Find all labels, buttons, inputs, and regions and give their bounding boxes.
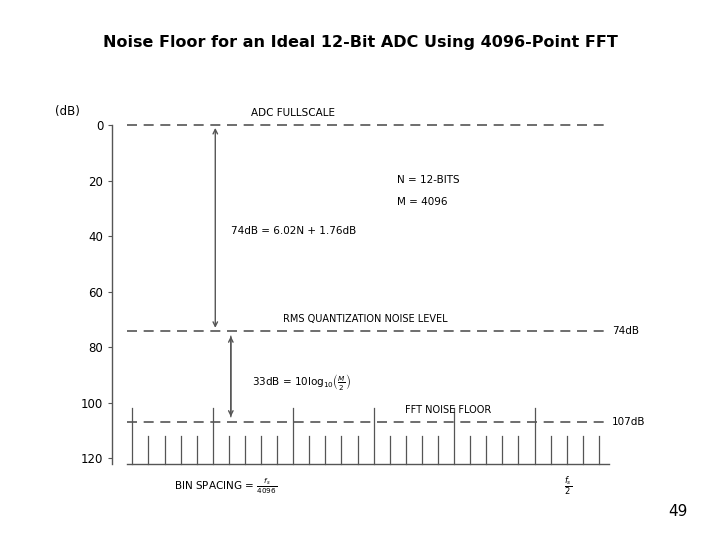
Text: 74dB: 74dB [612, 326, 639, 336]
Text: M = 4096: M = 4096 [397, 197, 447, 207]
Text: FFT NOISE FLOOR: FFT NOISE FLOOR [405, 406, 492, 415]
Text: 49: 49 [668, 504, 688, 519]
Text: 107dB: 107dB [612, 417, 645, 427]
Text: 33dB = 10log$_{10}$$\left(\frac{M}{2}\right)$: 33dB = 10log$_{10}$$\left(\frac{M}{2}\ri… [251, 372, 351, 392]
Text: ADC FULLSCALE: ADC FULLSCALE [251, 108, 335, 118]
Text: RMS QUANTIZATION NOISE LEVEL: RMS QUANTIZATION NOISE LEVEL [283, 314, 448, 323]
Text: BIN SPACING = $\frac{f_s}{4096}$: BIN SPACING = $\frac{f_s}{4096}$ [174, 476, 277, 496]
Text: $\frac{f_s}{2}$: $\frac{f_s}{2}$ [564, 475, 572, 497]
Text: (dB): (dB) [55, 105, 80, 118]
Text: Noise Floor for an Ideal 12-Bit ADC Using 4096-Point FFT: Noise Floor for an Ideal 12-Bit ADC Usin… [102, 35, 618, 50]
Text: 74dB = 6.02N + 1.76dB: 74dB = 6.02N + 1.76dB [231, 226, 356, 235]
Text: N = 12-BITS: N = 12-BITS [397, 175, 459, 185]
